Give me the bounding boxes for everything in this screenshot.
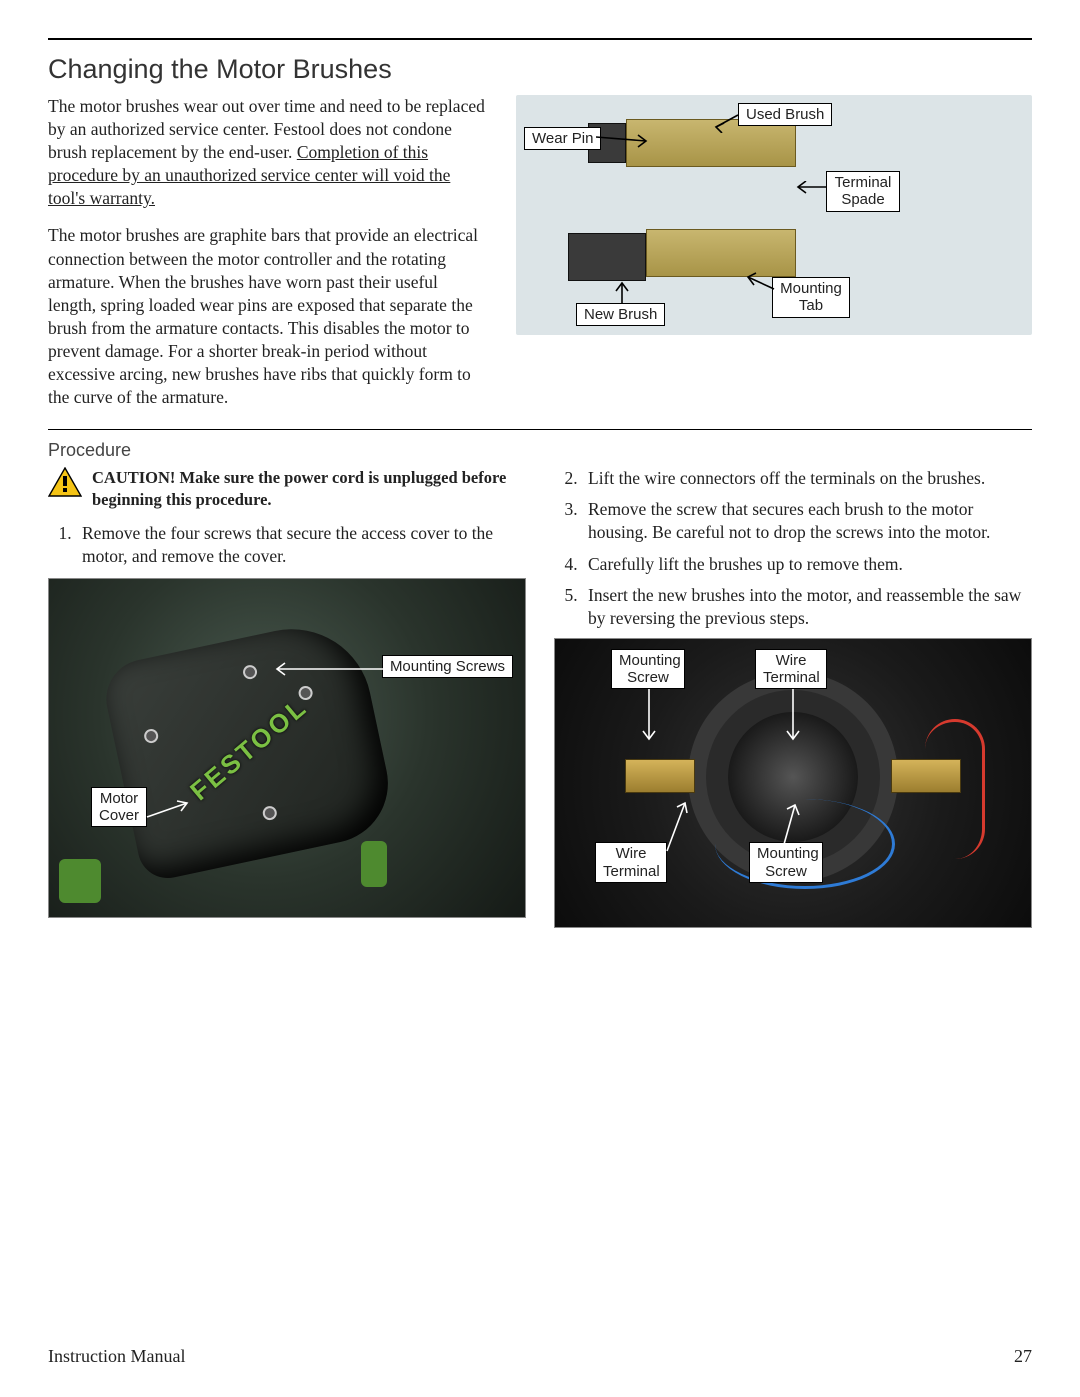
arrow-terminal-spade bbox=[794, 181, 830, 201]
footer-page-number: 27 bbox=[1014, 1346, 1032, 1367]
arrow-wear-pin bbox=[596, 125, 656, 155]
fig2-arrow-tl bbox=[641, 687, 661, 747]
steps-left: Remove the four screws that secure the a… bbox=[48, 522, 526, 568]
fig1-accent-2 bbox=[361, 841, 387, 887]
arrow-new-brush bbox=[612, 281, 632, 307]
arrow-mounting-tab bbox=[744, 271, 780, 295]
label-mounting-tab: Mounting Tab bbox=[772, 277, 850, 318]
procedure-col-right: Lift the wire connectors off the termina… bbox=[554, 467, 1032, 928]
label-motor-cover: Motor Cover bbox=[91, 787, 147, 828]
procedure-col-left: CAUTION! Make sure the power cord is unp… bbox=[48, 467, 526, 928]
brush-diagram: Wear Pin Used Brush Terminal Spade New B… bbox=[516, 95, 1032, 335]
label-ms-tl-text: Mounting Screw bbox=[619, 652, 681, 686]
fig2-arrow-br bbox=[763, 797, 803, 861]
top-rule bbox=[48, 38, 1032, 40]
label-wt-bl: Wire Terminal bbox=[595, 842, 667, 883]
label-wt-bl-text: Wire Terminal bbox=[603, 845, 660, 879]
new-brush-tip bbox=[568, 233, 646, 281]
steps-right: Lift the wire connectors off the termina… bbox=[554, 467, 1032, 630]
label-wt-tr-text: Wire Terminal bbox=[763, 652, 820, 686]
intro-p1: The motor brushes wear out over time and… bbox=[48, 95, 488, 210]
brush-holder-left bbox=[625, 759, 695, 793]
screw-dot-4 bbox=[261, 805, 278, 822]
label-mounting-screws: Mounting Screws bbox=[382, 655, 513, 678]
arrow-used-brush bbox=[712, 109, 742, 133]
new-brush-body bbox=[646, 229, 796, 277]
step-2: Lift the wire connectors off the termina… bbox=[582, 467, 1032, 490]
label-used-brush: Used Brush bbox=[738, 103, 832, 126]
figure-1: FESTOOL Mounting Screws Motor Cover bbox=[48, 578, 526, 918]
label-motor-cover-text: Motor Cover bbox=[99, 790, 139, 824]
label-terminal-spade: Terminal Spade bbox=[826, 171, 900, 212]
fig1-arrow-ms-1 bbox=[273, 661, 393, 681]
step-5: Insert the new brushes into the motor, a… bbox=[582, 584, 1032, 630]
figure-2: Mounting Screw Wire Terminal Wire Termin… bbox=[554, 638, 1032, 928]
intro-row: The motor brushes wear out over time and… bbox=[48, 95, 1032, 423]
caution-text: CAUTION! Make sure the power cord is unp… bbox=[92, 467, 526, 512]
step-4: Carefully lift the brushes up to remove … bbox=[582, 553, 1032, 576]
fig2-arrow-tr bbox=[785, 687, 805, 747]
page-footer: Instruction Manual 27 bbox=[48, 1346, 1032, 1367]
section-title: Changing the Motor Brushes bbox=[48, 54, 1032, 85]
mid-rule bbox=[48, 429, 1032, 430]
step-3: Remove the screw that secures each brush… bbox=[582, 498, 1032, 544]
screw-dot-2 bbox=[242, 664, 259, 681]
label-wt-tr: Wire Terminal bbox=[755, 649, 827, 690]
saw-brand-label: FESTOOL bbox=[184, 691, 314, 807]
label-terminal-spade-text: Terminal Spade bbox=[835, 174, 892, 208]
fig2-arrow-bl bbox=[663, 797, 693, 857]
warning-icon bbox=[48, 467, 82, 502]
fig1-arrow-cover bbox=[145, 799, 195, 829]
step-1: Remove the four screws that secure the a… bbox=[76, 522, 526, 568]
footer-left: Instruction Manual bbox=[48, 1346, 185, 1367]
caution-row: CAUTION! Make sure the power cord is unp… bbox=[48, 467, 526, 512]
wire-red bbox=[925, 719, 985, 859]
label-mounting-tab-text: Mounting Tab bbox=[780, 280, 842, 314]
fig1-accent-1 bbox=[59, 859, 101, 903]
label-wear-pin: Wear Pin bbox=[524, 127, 601, 150]
intro-p2: The motor brushes are graphite bars that… bbox=[48, 224, 488, 409]
label-ms-tl: Mounting Screw bbox=[611, 649, 685, 690]
procedure-heading: Procedure bbox=[48, 440, 1032, 461]
procedure-columns: CAUTION! Make sure the power cord is unp… bbox=[48, 467, 1032, 928]
intro-text-col: The motor brushes wear out over time and… bbox=[48, 95, 488, 423]
screw-dot-1 bbox=[143, 728, 160, 745]
saw-body: FESTOOL bbox=[99, 614, 399, 883]
